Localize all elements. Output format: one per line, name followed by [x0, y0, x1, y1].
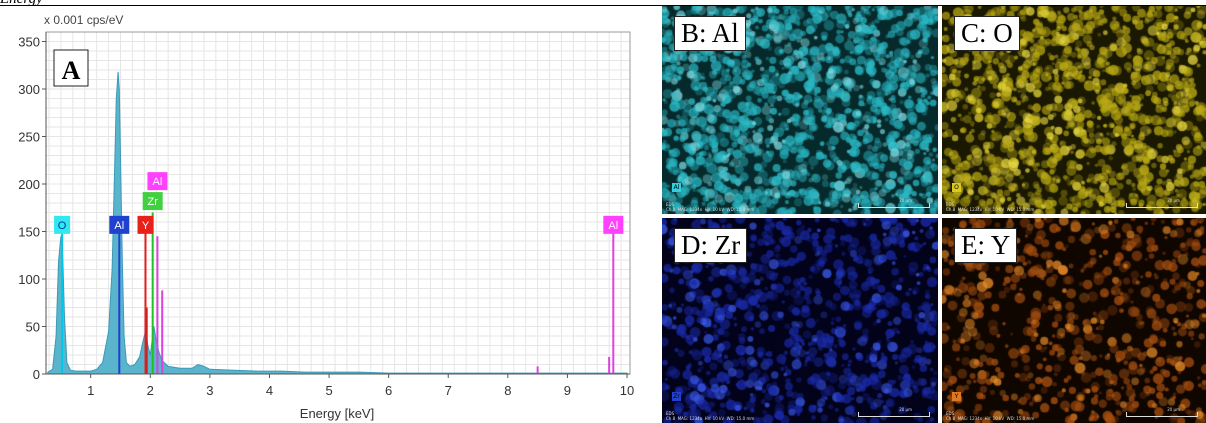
map-metadata: EDS Ch.8 MAG: 1234x HV: 10 kV WD: 15.0 m… — [666, 202, 755, 212]
map-metadata: EDS Ch.8 MAG: 1234x HV: 10 kV WD: 15.0 m… — [666, 411, 755, 421]
map-panel-y: E: Y Y EDS Ch.8 MAG: 1234x HV: 10 kV WD:… — [942, 218, 1206, 423]
scale-bar — [858, 412, 930, 417]
x-tick-label: 6 — [385, 383, 392, 398]
eds-spectrum-chart: O Al Y Zr Al Al 0 50 100 150 200 250 300 350 1 2 3 4 5 6 7 8… — [0, 6, 650, 423]
scale-bar — [1126, 412, 1198, 417]
element-badge-label: Y — [142, 220, 150, 232]
element-badge-o: O — [952, 183, 961, 192]
x-tick-label: 2 — [147, 383, 154, 398]
element-badge-label: Al — [114, 220, 124, 232]
element-badge: Al — [603, 215, 624, 234]
panel-label-a-text: A — [62, 56, 81, 85]
map-panel-o: C: O O EDS Ch.8 MAG: 1234x HV: 10 kV WD:… — [942, 6, 1206, 214]
scale-bar-label: 20 µm — [1167, 407, 1180, 412]
scale-bar — [1126, 203, 1198, 208]
y-tick-label: 300 — [18, 82, 40, 97]
element-badge-box — [109, 215, 130, 234]
page-title: Energy — [0, 0, 43, 8]
y-tick-label: 50 — [26, 320, 40, 335]
map-metadata: EDS Ch.8 MAG: 1234x HV: 10 kV WD: 15.0 m… — [946, 411, 1035, 421]
element-badge-label: Zr — [147, 196, 158, 208]
element-badge: Al — [147, 172, 168, 191]
scale-bar-label: 20 µm — [1167, 198, 1180, 203]
element-badge-zr: Zr — [672, 392, 681, 401]
tick-labels: 0 50 100 150 200 250 300 350 1 2 3 4 5 6 7 8 9 10 — [18, 35, 634, 399]
x-tick-label: 8 — [504, 383, 511, 398]
scale-bar — [858, 203, 930, 208]
element-badge-box — [603, 215, 624, 234]
element-lines — [61, 212, 615, 374]
element-badge: Al — [109, 215, 130, 234]
element-badge-label: Al — [608, 220, 618, 232]
x-axis-label: Energy [keV] — [300, 406, 374, 421]
element-badge: O — [54, 215, 71, 234]
y-tick-label: 150 — [18, 225, 40, 240]
element-badge-box — [142, 192, 163, 211]
element-badge-box — [54, 215, 71, 234]
y-tick-label: 0 — [33, 367, 40, 382]
element-badge-label: O — [58, 220, 67, 232]
y-tick-label: 100 — [18, 272, 40, 287]
x-tick-label: 5 — [325, 383, 332, 398]
x-tick-label: 9 — [564, 383, 571, 398]
element-badge: Y — [137, 215, 154, 234]
panel-label-b: B: Al — [674, 16, 746, 51]
element-badge-box — [147, 172, 168, 191]
panel-label-c: C: O — [954, 16, 1020, 51]
element-badge-al: Al — [672, 183, 681, 192]
panel-label-a: A — [53, 49, 89, 87]
element-badges: O Al Y Zr Al Al — [54, 172, 624, 234]
map-panel-zr: D: Zr Zr EDS Ch.8 MAG: 1234x HV: 10 kV W… — [662, 218, 938, 423]
element-badge-label: Al — [153, 176, 163, 188]
element-badge-box — [137, 215, 154, 234]
y-tick-label: 250 — [18, 130, 40, 145]
map-panel-al: B: Al Al EDS Ch.8 MAG: 1234x HV: 10 kV W… — [662, 6, 938, 214]
y-tick-label: 350 — [18, 35, 40, 50]
panel-label-d: D: Zr — [674, 228, 748, 263]
x-tick-label: 7 — [445, 383, 452, 398]
plot-background — [0, 6, 650, 423]
x-tick-label: 10 — [620, 383, 634, 398]
unit-label: x 0.001 cps/eV — [44, 13, 123, 27]
element-badge-y: Y — [952, 392, 961, 401]
x-tick-label: 1 — [87, 383, 94, 398]
scale-bar-label: 20 µm — [899, 198, 912, 203]
top-divider — [0, 5, 1206, 6]
element-badge: Zr — [142, 192, 163, 211]
elemental-maps: B: Al Al EDS Ch.8 MAG: 1234x HV: 10 kV W… — [662, 6, 1206, 423]
map-metadata: EDS Ch.8 MAG: 1234x HV: 10 kV WD: 15.0 m… — [946, 202, 1035, 212]
scale-bar-label: 20 µm — [899, 407, 912, 412]
grid — [46, 31, 630, 375]
x-tick-label: 3 — [206, 383, 213, 398]
x-tick-label: 4 — [266, 383, 273, 398]
y-tick-label: 200 — [18, 177, 40, 192]
panel-label-e: E: Y — [954, 228, 1018, 263]
